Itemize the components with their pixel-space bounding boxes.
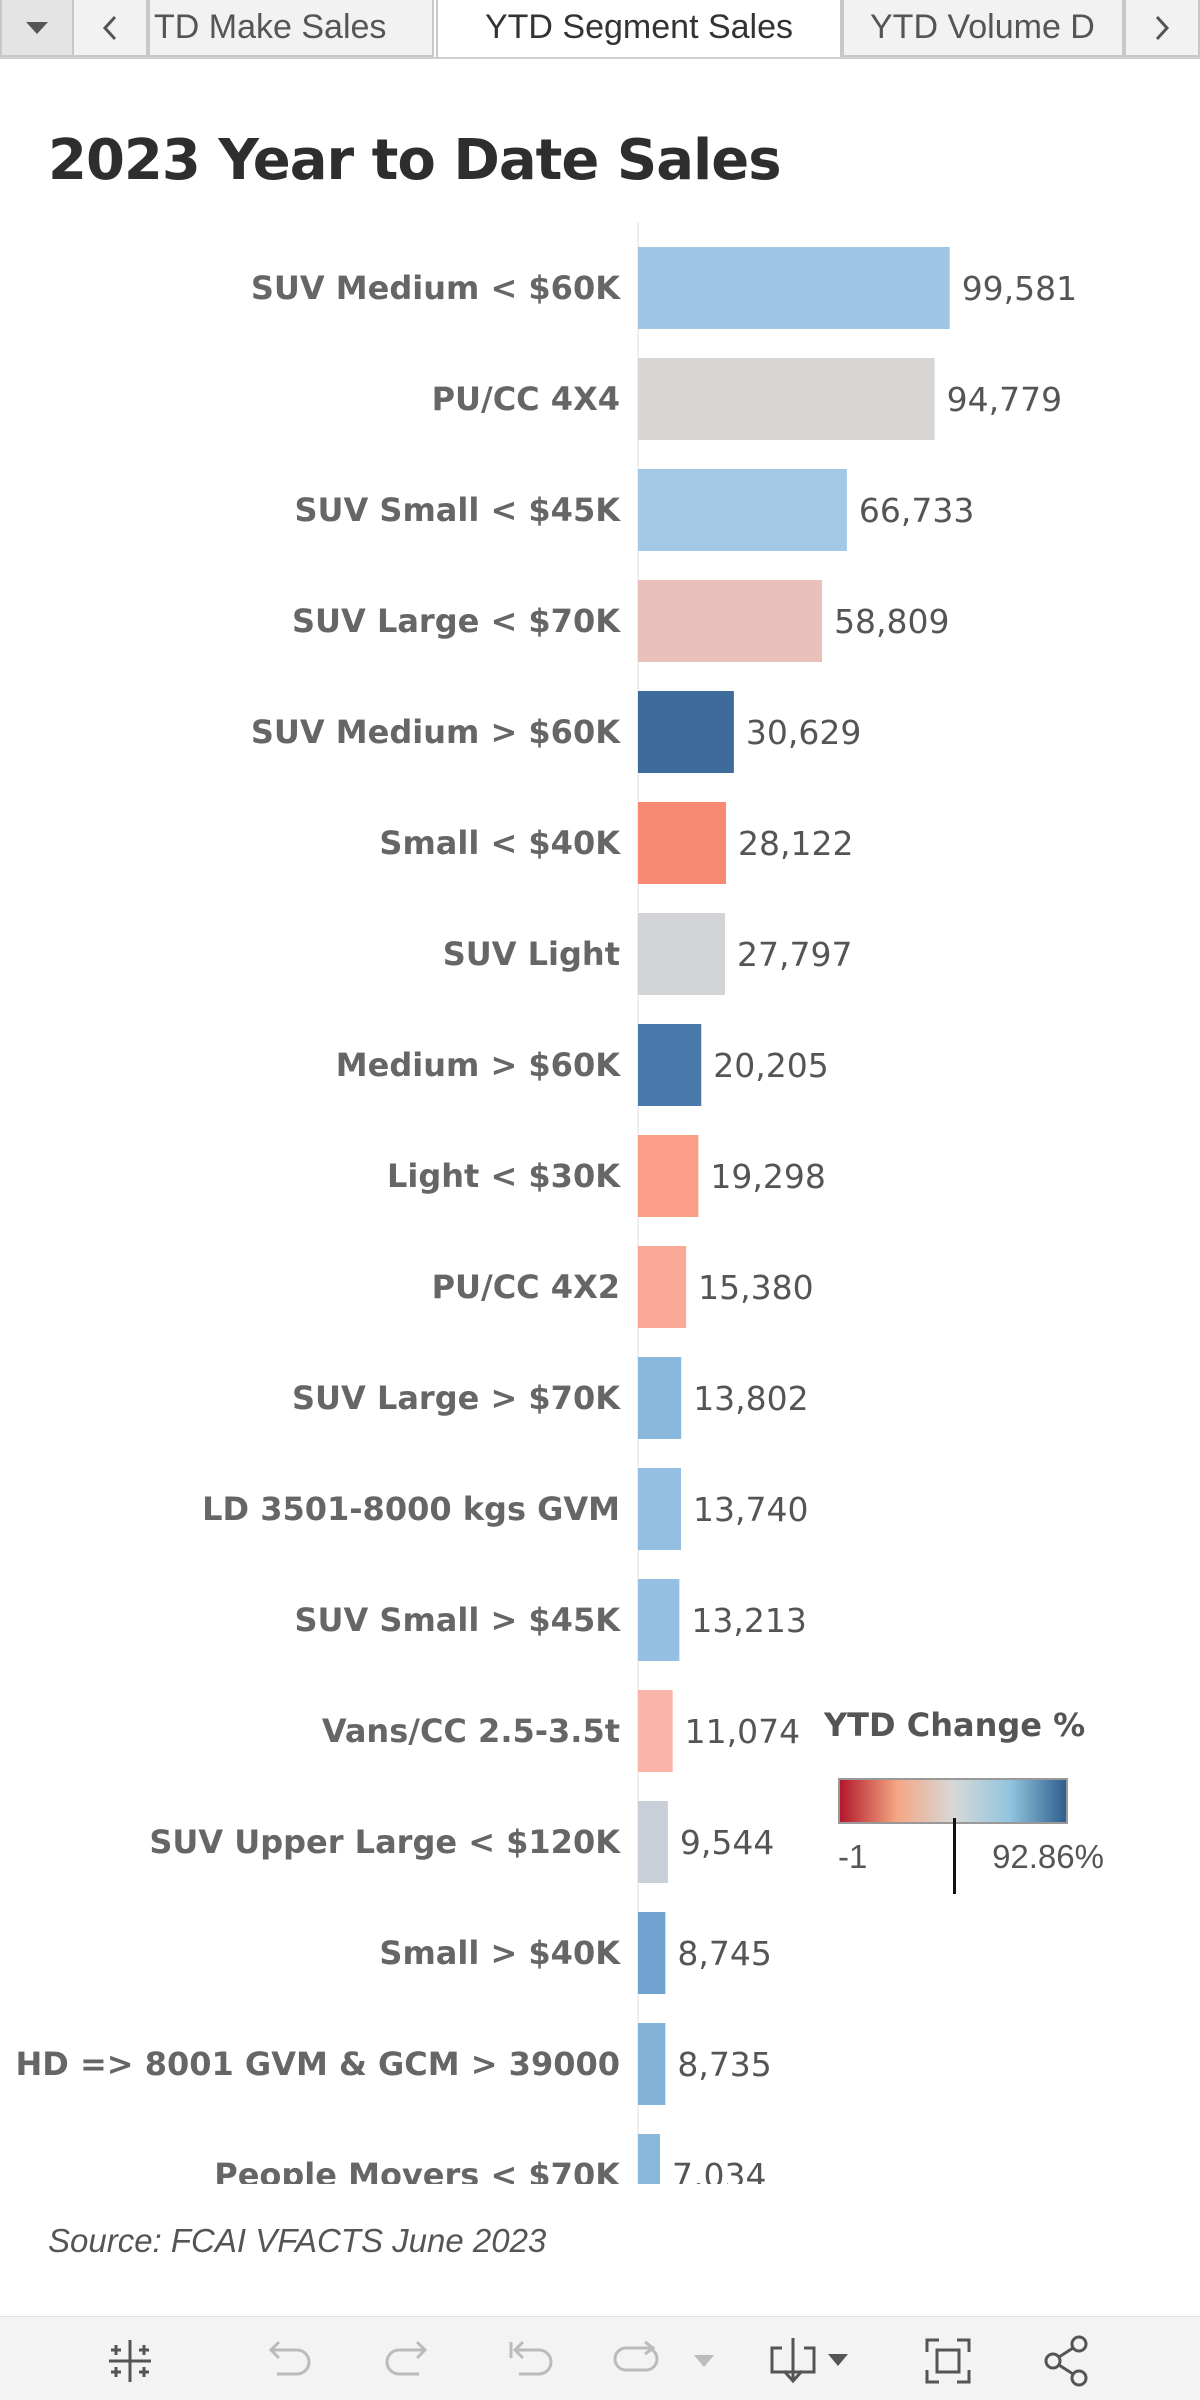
source-note: Source: FCAI VFACTS June 2023 [48, 2222, 547, 2259]
category-label: Small > $40K [379, 1934, 621, 1972]
chevron-down-icon [26, 21, 48, 34]
bar[interactable] [638, 1468, 682, 1550]
chevron-right-icon [1155, 15, 1170, 40]
tab-ytd-segment-sales[interactable]: YTD Segment Sales [436, 0, 842, 59]
category-label: SUV Light [443, 935, 620, 973]
category-label: SUV Upper Large < $120K [149, 1823, 621, 1861]
legend-title: YTD Change % [824, 1706, 1086, 1744]
category-label: People Movers < $70K [214, 2156, 621, 2184]
refresh-options-button[interactable] [684, 2331, 724, 2391]
bar[interactable] [638, 1690, 673, 1772]
refresh-button[interactable] [606, 2331, 666, 2391]
legend-gradient-bar [838, 1778, 1068, 1824]
value-label: 20,205 [713, 1046, 828, 1085]
undo-icon [268, 2340, 311, 2376]
bar[interactable] [638, 802, 727, 884]
value-label: 66,733 [859, 491, 974, 530]
bar[interactable] [638, 469, 847, 551]
fullscreen-icon [925, 2338, 971, 2384]
chevron-left-icon [102, 15, 117, 40]
download-button[interactable] [764, 2331, 860, 2391]
revert-button[interactable] [500, 2331, 560, 2391]
tab-ytd-make-sales[interactable]: TD Make Sales [148, 0, 434, 57]
tab-scroll-left-button[interactable] [74, 0, 148, 57]
bar[interactable] [638, 1246, 687, 1328]
category-label: SUV Medium < $60K [251, 269, 621, 307]
color-legend: YTD Change % -1 92.86% [824, 1706, 1104, 1894]
value-label: 13,802 [693, 1379, 808, 1418]
value-label: 19,298 [710, 1157, 825, 1196]
category-label: Vans/CC 2.5-3.5t [322, 1712, 620, 1750]
dropdown-caret-icon [694, 2355, 714, 2367]
undo-button[interactable] [258, 2331, 318, 2391]
category-label: SUV Small > $45K [294, 1601, 621, 1639]
value-label: 58,809 [834, 602, 949, 641]
bar[interactable] [638, 247, 950, 329]
category-label: Light < $30K [387, 1157, 621, 1195]
bar[interactable] [638, 1357, 682, 1439]
redo-button[interactable] [378, 2331, 438, 2391]
value-label: 94,779 [947, 380, 1062, 419]
tableau-logo-button[interactable] [100, 2331, 160, 2391]
refresh-icon [613, 2340, 659, 2372]
bar[interactable] [638, 1912, 666, 1994]
fullscreen-button[interactable] [918, 2331, 978, 2391]
redo-icon [385, 2340, 428, 2376]
value-label: 9,544 [680, 1823, 774, 1862]
bar[interactable] [638, 2023, 666, 2105]
value-label: 13,740 [693, 1490, 808, 1529]
category-label: Small < $40K [379, 824, 621, 862]
category-label: HD => 8001 GVM & GCM > 39000 [15, 2045, 620, 2083]
category-label: LD 3501-8000 kgs GVM [202, 1490, 620, 1528]
value-label: 27,797 [737, 935, 852, 974]
bar[interactable] [638, 580, 823, 662]
category-label: SUV Large > $70K [292, 1379, 621, 1417]
chart-title: 2023 Year to Date Sales [48, 128, 782, 193]
revert-icon [509, 2340, 553, 2376]
value-label: 30,629 [746, 713, 861, 752]
legend-zero-marker [953, 1818, 956, 1894]
value-label: 7,034 [672, 2156, 766, 2184]
sheet-tab-strip: TD Make Sales YTD Segment Sales YTD Volu… [0, 0, 1200, 59]
category-label: PU/CC 4X4 [432, 380, 620, 418]
share-icon [1044, 2335, 1088, 2387]
bar[interactable] [638, 1135, 699, 1217]
value-label: 28,122 [738, 824, 853, 863]
category-label: PU/CC 4X2 [432, 1268, 620, 1306]
tableau-logo-icon [109, 2340, 151, 2382]
tab-scroll-right-button[interactable] [1124, 0, 1200, 57]
tab-ytd-volume[interactable]: YTD Volume D [842, 0, 1124, 57]
value-label: 15,380 [698, 1268, 813, 1307]
bar[interactable] [638, 2134, 661, 2184]
category-label: SUV Small < $45K [294, 491, 621, 529]
bar[interactable] [638, 913, 726, 995]
sheet-menu-button[interactable] [0, 0, 74, 57]
legend-max-label: 92.86% [992, 1838, 1104, 1875]
tab-strip-divider [0, 57, 1200, 59]
bar[interactable] [638, 1801, 668, 1883]
bar[interactable] [638, 358, 935, 440]
value-label: 8,745 [677, 1934, 771, 1973]
chart-viewport[interactable]: SUV Medium < $60K 99,581 PU/CC 4X4 94,779 SU… [0, 222, 1200, 2184]
share-button[interactable] [1036, 2331, 1096, 2391]
legend-min-label: -1 [838, 1838, 868, 1875]
bar[interactable] [638, 1579, 680, 1661]
value-label: 8,735 [677, 2045, 771, 2084]
bar-chart[interactable]: SUV Medium < $60K 99,581 PU/CC 4X4 94,779 SU… [0, 222, 1200, 2184]
bottom-toolbar [0, 2316, 1200, 2400]
bar[interactable] [638, 691, 734, 773]
value-label: 13,213 [691, 1601, 806, 1640]
bar[interactable] [638, 1024, 702, 1106]
value-label: 11,074 [685, 1712, 800, 1751]
value-label: 99,581 [962, 269, 1077, 308]
download-icon [770, 2338, 848, 2384]
category-label: Medium > $60K [336, 1046, 621, 1084]
category-label: SUV Large < $70K [292, 602, 621, 640]
category-label: SUV Medium > $60K [251, 713, 621, 751]
